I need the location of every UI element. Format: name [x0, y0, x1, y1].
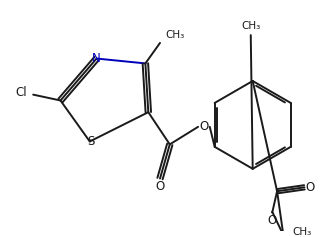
Text: N: N — [92, 52, 101, 65]
Text: S: S — [87, 135, 94, 148]
Text: CH₃: CH₃ — [241, 21, 260, 31]
Text: CH₃: CH₃ — [165, 30, 184, 40]
Text: O: O — [306, 181, 315, 194]
Text: Cl: Cl — [16, 86, 27, 99]
Text: O: O — [155, 180, 165, 193]
Text: O: O — [199, 120, 209, 133]
Text: O: O — [268, 214, 277, 227]
Text: CH₃: CH₃ — [293, 227, 312, 237]
